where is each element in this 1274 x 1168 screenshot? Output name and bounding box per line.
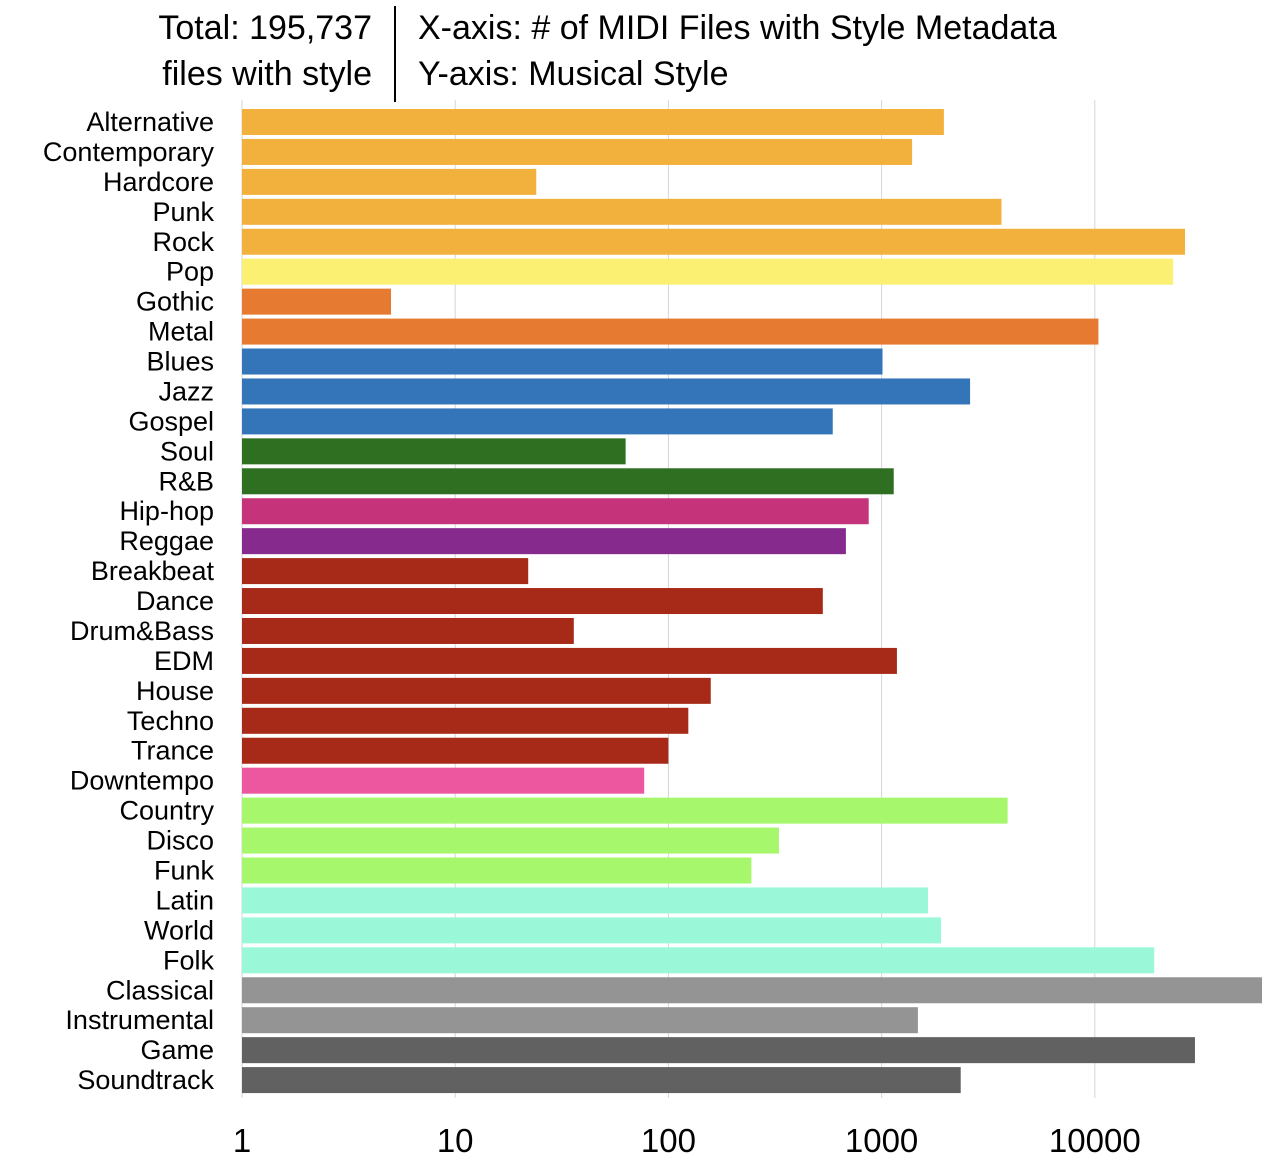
x-axis-ticks: 1 10 100 1000 10000: [233, 1122, 1141, 1159]
bar-instrumental: [242, 1007, 918, 1034]
x-tick-label-1: 1: [233, 1122, 251, 1159]
category-label-gothic: Gothic: [136, 287, 214, 317]
bar-latin: [242, 887, 928, 914]
bar-soundtrack: [242, 1067, 961, 1094]
category-label-blues: Blues: [146, 347, 214, 377]
category-label-alternative: Alternative: [86, 107, 214, 137]
bar-country: [242, 797, 1008, 824]
bar-folk: [242, 947, 1155, 974]
category-label-hip-hop: Hip-hop: [119, 496, 214, 526]
category-label-house: House: [136, 676, 214, 706]
category-label-gospel: Gospel: [128, 406, 214, 436]
category-label-instrumental: Instrumental: [65, 1005, 214, 1035]
category-label-metal: Metal: [148, 317, 214, 347]
category-label-disco: Disco: [146, 826, 214, 856]
category-label-edm: EDM: [154, 646, 214, 676]
bar-reggae: [242, 528, 846, 555]
category-label-punk: Punk: [152, 197, 214, 227]
total-label-line-2: files with style: [162, 55, 372, 93]
category-label-randb: R&B: [158, 466, 214, 496]
bar-rock: [242, 228, 1186, 255]
bar-gothic: [242, 288, 392, 315]
bar-hip-hop: [242, 498, 869, 525]
total-label-line-1: Total: 195,737: [158, 9, 372, 47]
category-label-game: Game: [140, 1035, 214, 1065]
category-label-drumandbass: Drum&Bass: [70, 616, 214, 646]
x-tick-label-10000: 10000: [1049, 1122, 1141, 1159]
category-label-jazz: Jazz: [158, 376, 214, 406]
bar-world: [242, 917, 942, 944]
y-axis-description: Y-axis: Musical Style: [418, 55, 729, 93]
category-label-folk: Folk: [163, 945, 215, 975]
bar-drumandbass: [242, 617, 574, 644]
bar-classical: [242, 977, 1262, 1004]
bar-jazz: [242, 378, 971, 405]
bar-hardcore: [242, 168, 537, 195]
category-label-downtempo: Downtempo: [70, 766, 214, 796]
category-label-trance: Trance: [131, 736, 214, 766]
bar-disco: [242, 827, 779, 854]
category-label-contemporary: Contemporary: [43, 137, 215, 167]
bar-soul: [242, 438, 626, 465]
x-axis-description: X-axis: # of MIDI Files with Style Metad…: [418, 9, 1057, 47]
bar-randb: [242, 468, 894, 495]
category-label-funk: Funk: [154, 856, 215, 886]
category-label-soundtrack: Soundtrack: [77, 1065, 214, 1095]
category-label-latin: Latin: [155, 885, 214, 915]
x-tick-label-100: 100: [641, 1122, 696, 1159]
category-label-reggae: Reggae: [119, 526, 214, 556]
bar-house: [242, 677, 711, 704]
header-divider: [394, 6, 396, 102]
bar-punk: [242, 198, 1002, 225]
bar-dance: [242, 588, 823, 615]
category-label-country: Country: [119, 796, 214, 826]
category-label-rock: Rock: [152, 227, 214, 257]
category-label-world: World: [144, 915, 214, 945]
bar-metal: [242, 318, 1099, 345]
bar-contemporary: [242, 138, 913, 165]
bars: [242, 109, 1262, 1094]
x-tick-label-10: 10: [437, 1122, 474, 1159]
bar-game: [242, 1037, 1195, 1064]
bar-techno: [242, 707, 689, 734]
category-label-soul: Soul: [160, 436, 214, 466]
category-label-breakbeat: Breakbeat: [91, 556, 215, 586]
category-label-pop: Pop: [166, 257, 214, 287]
category-labels: AlternativeContemporaryHardcorePunkRockP…: [43, 107, 215, 1095]
bar-trance: [242, 737, 669, 764]
bar-alternative: [242, 109, 944, 135]
bar-breakbeat: [242, 558, 529, 585]
category-label-hardcore: Hardcore: [103, 167, 214, 197]
x-tick-label-1000: 1000: [845, 1122, 918, 1159]
bar-downtempo: [242, 767, 645, 794]
bar-funk: [242, 857, 752, 884]
chart-header: Total: 195,737 files with style X-axis: …: [0, 0, 1274, 104]
bar-pop: [242, 258, 1174, 285]
category-label-dance: Dance: [136, 586, 214, 616]
category-label-classical: Classical: [106, 975, 214, 1005]
bar-gospel: [242, 408, 833, 435]
bar-blues: [242, 348, 883, 375]
category-label-techno: Techno: [127, 706, 214, 736]
bar-edm: [242, 647, 897, 674]
